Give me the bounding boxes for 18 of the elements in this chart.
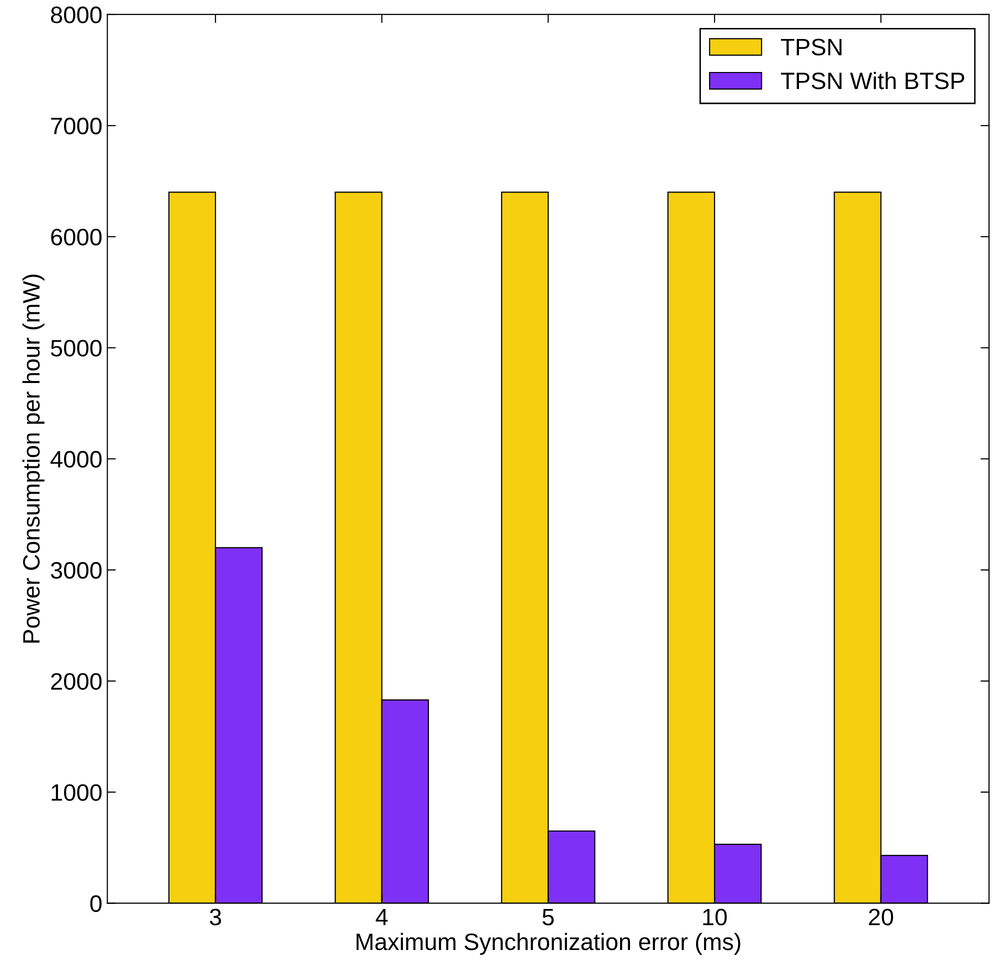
y-tick-label: 2000 xyxy=(51,673,102,690)
y-tick-label: 5000 xyxy=(50,340,102,357)
y-tick-label: 3000 xyxy=(50,562,102,579)
legend-label: TPSN With BTSP xyxy=(780,72,964,90)
y-tick-label: 7000 xyxy=(51,118,102,134)
y-tick-label: 1000 xyxy=(52,784,102,801)
legend-label: TPSN xyxy=(780,38,842,56)
y-tick-label: 0 xyxy=(90,895,102,912)
x-tick-label: 3 xyxy=(210,908,222,926)
x-tick-label: 4 xyxy=(376,908,388,926)
y-tick-label: 8000 xyxy=(50,6,102,24)
y-axis-title: Power Consumption per hour (mW) xyxy=(22,274,44,643)
x-tick-label: 5 xyxy=(542,908,554,926)
y-tick-label: 4000 xyxy=(50,450,102,468)
x-tick-label: 10 xyxy=(703,908,727,926)
y-tick-label: 6000 xyxy=(51,228,102,246)
x-axis-title: Maximum Synchronization error (ms) xyxy=(356,932,740,955)
x-tick-label: 20 xyxy=(868,908,894,926)
